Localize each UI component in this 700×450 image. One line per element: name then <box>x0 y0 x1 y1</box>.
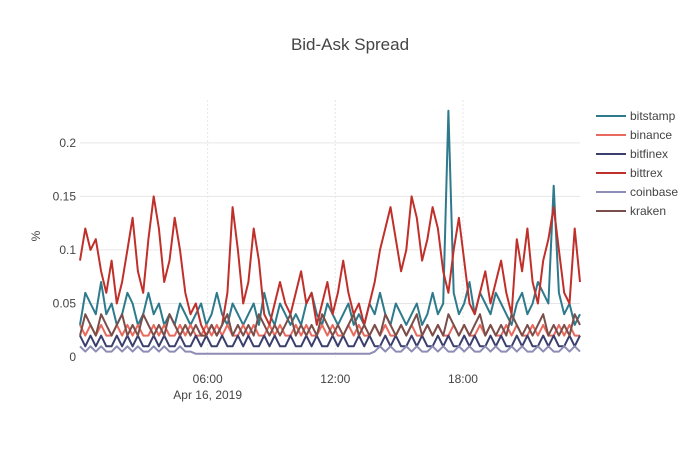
legend[interactable]: bitstamp binance bitfinex bittrex coinbase kr… <box>596 109 678 218</box>
series-line-kraken <box>79 313 581 337</box>
y-tick-label: 0.15 <box>53 189 77 203</box>
legend-item-binance[interactable]: binance <box>596 128 672 142</box>
grid <box>80 100 580 357</box>
legend-item-coinbase[interactable]: coinbase <box>596 185 678 199</box>
legend-label: bitfinex <box>630 147 668 161</box>
legend-item-bitstamp[interactable]: bitstamp <box>596 109 676 123</box>
legend-label: bittrex <box>630 166 663 180</box>
legend-label: bitstamp <box>630 109 676 123</box>
series-line-coinbase <box>79 345 581 355</box>
series-line-bitstamp <box>79 109 581 326</box>
x-tick-label: 12:00 <box>320 372 350 386</box>
legend-label: binance <box>630 128 672 142</box>
legend-label: kraken <box>630 204 666 218</box>
y-tick-label: 0 <box>69 350 76 364</box>
x-tick-sublabel: Apr 16, 2019 <box>173 388 242 402</box>
x-tick-label: 06:00 <box>193 372 223 386</box>
x-tick-label: 18:00 <box>448 372 478 386</box>
legend-item-kraken[interactable]: kraken <box>596 204 666 218</box>
series-line-bitfinex <box>79 334 581 348</box>
y-axis-label: % <box>29 230 43 241</box>
axes: 0 0.05 0.1 0.15 0.2 06:00 Apr 16, 2019 12:00 18:… <box>53 136 479 402</box>
y-tick-label: 0.2 <box>59 136 76 150</box>
series-lines <box>79 109 581 355</box>
y-tick-label: 0.05 <box>53 296 77 310</box>
legend-item-bitfinex[interactable]: bitfinex <box>596 147 668 161</box>
series-line-bittrex <box>79 195 581 337</box>
legend-label: coinbase <box>630 185 678 199</box>
chart-title: Bid-Ask Spread <box>291 35 409 54</box>
legend-item-bittrex[interactable]: bittrex <box>596 166 663 180</box>
y-tick-label: 0.1 <box>59 243 76 257</box>
